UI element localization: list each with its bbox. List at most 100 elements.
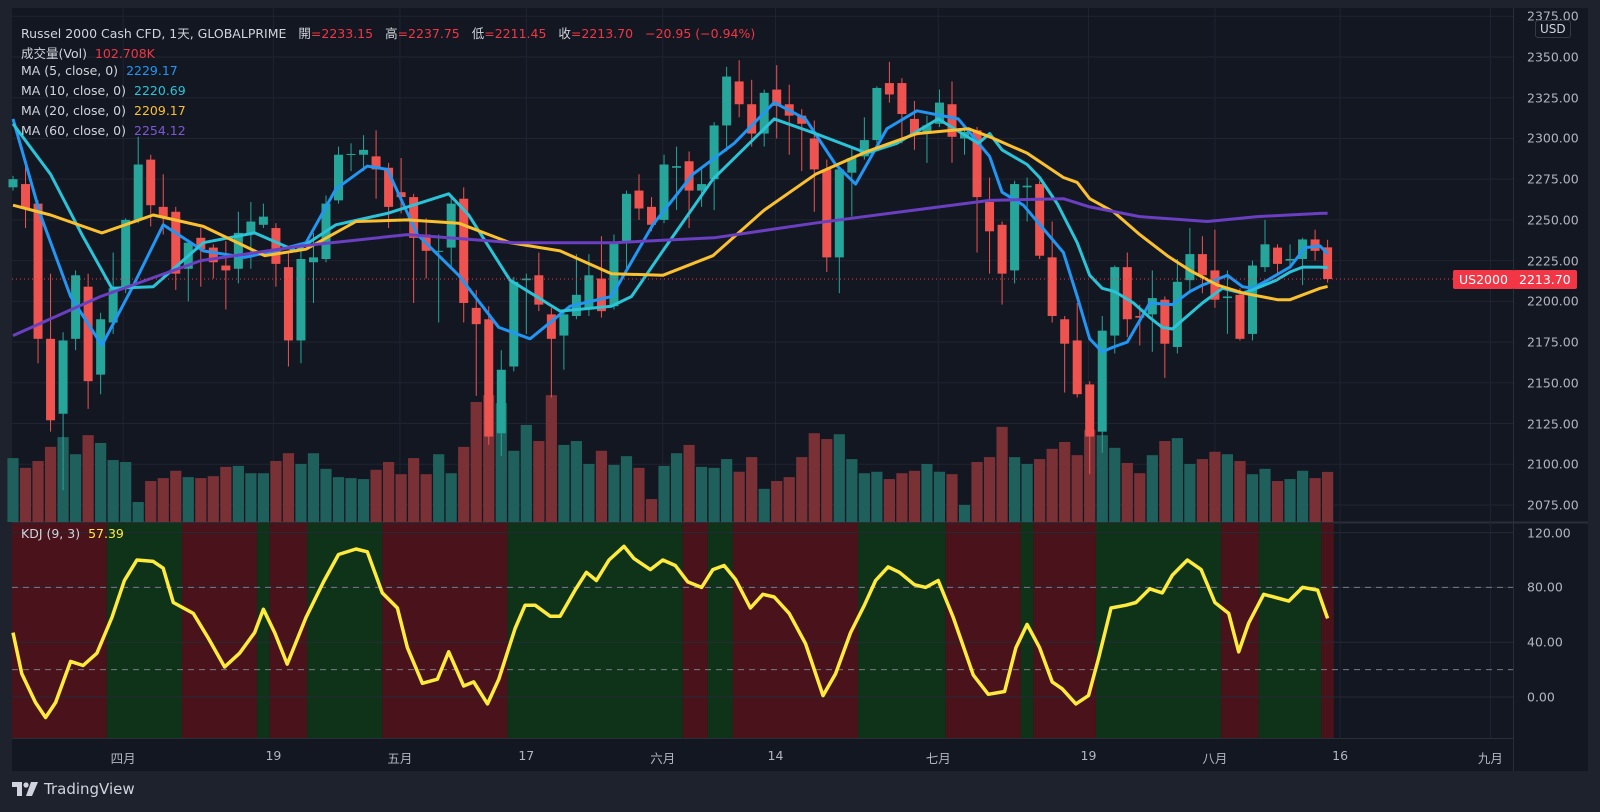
time-tick-label: 七月 xyxy=(925,751,951,766)
low-value: =2211.45 xyxy=(484,26,547,41)
kdj-band-bull xyxy=(1020,523,1034,738)
candle-body xyxy=(33,203,43,339)
price-tick-label: 2200.00 xyxy=(1527,293,1579,309)
candle xyxy=(1323,239,1333,283)
volume-bar xyxy=(1196,459,1208,522)
volume-bar xyxy=(307,453,320,522)
price-tick-label: 2300.00 xyxy=(1527,130,1579,146)
legend-kdj[interactable]: KDJ (9, 3) 57.39 xyxy=(21,526,124,541)
legend-volume[interactable]: 成交量(Vol) 102.708K xyxy=(21,43,155,62)
candle-body xyxy=(1172,281,1182,347)
currency-badge[interactable]: USD xyxy=(1535,20,1571,38)
volume-bar xyxy=(295,463,307,522)
ma20-value: 2209.17 xyxy=(134,103,186,118)
candle xyxy=(797,109,807,172)
candle xyxy=(196,228,206,287)
kdj-band-bull xyxy=(307,523,383,738)
volume-bar xyxy=(195,478,207,522)
candle xyxy=(8,175,18,191)
candle-body xyxy=(1035,184,1045,256)
candle-body xyxy=(283,267,293,341)
candle-body xyxy=(1260,244,1270,268)
volume-bar xyxy=(1322,471,1334,522)
candle-body xyxy=(809,138,819,170)
volume-bar xyxy=(821,439,833,522)
candle-body xyxy=(1060,319,1070,344)
kdj-band-bear xyxy=(1321,523,1334,738)
time-tick-label: 19 xyxy=(1080,748,1097,763)
candle xyxy=(972,127,982,253)
candle xyxy=(1222,270,1232,334)
volume-bar xyxy=(896,473,908,522)
time-tick-label: 16 xyxy=(1332,748,1349,763)
volume-bar xyxy=(1146,455,1158,522)
price-tick-label: 2075.00 xyxy=(1527,497,1579,513)
close-label: 收 xyxy=(558,26,571,41)
legend-ma20[interactable]: MA (20, close, 0) 2209.17 xyxy=(21,103,186,118)
volume-bar xyxy=(1246,474,1259,522)
candle xyxy=(33,200,43,364)
candle-body xyxy=(1097,330,1107,432)
volume-bar xyxy=(1159,441,1171,522)
candle xyxy=(834,166,844,294)
open-value: =2233.15 xyxy=(310,26,374,41)
volume-bar xyxy=(583,463,595,522)
candle-body xyxy=(697,184,707,191)
volume-bar xyxy=(696,466,708,522)
volume-bar xyxy=(771,481,783,522)
kdj-tick-label: 0.00 xyxy=(1527,689,1555,705)
candle-body xyxy=(208,247,218,263)
legend-ma5[interactable]: MA (5, close, 0) 2229.17 xyxy=(21,63,178,78)
volume-bar xyxy=(658,465,670,522)
kdj-band-bear xyxy=(12,523,107,738)
candle-body xyxy=(409,197,419,238)
volume-bar xyxy=(170,470,182,522)
candle-body xyxy=(909,118,919,136)
volume-bar xyxy=(670,453,683,522)
volume-bar xyxy=(558,444,570,522)
symbol-title[interactable]: Russel 2000 Cash CFD, 1天, GLOBALPRIME xyxy=(21,26,287,41)
candle xyxy=(509,276,519,372)
kdj-band-bull xyxy=(106,523,183,738)
candle xyxy=(1135,304,1145,346)
candle-body xyxy=(1235,294,1245,339)
volume-bar xyxy=(1021,463,1033,522)
candle xyxy=(634,174,644,220)
volume-bar xyxy=(145,481,157,522)
candle-body xyxy=(396,192,406,198)
candle-body xyxy=(1135,316,1145,318)
volume-bar xyxy=(1109,447,1121,522)
kdj-band-bull xyxy=(257,523,270,738)
legend-ma10[interactable]: MA (10, close, 0) 2220.69 xyxy=(21,83,186,98)
volume-bar xyxy=(645,499,658,522)
volume-value: 102.708K xyxy=(94,46,155,61)
candle xyxy=(1072,302,1082,398)
candle xyxy=(922,115,932,163)
candle xyxy=(1122,252,1132,338)
candle-body xyxy=(922,125,932,134)
price-tick-label: 2125.00 xyxy=(1527,416,1579,432)
volume-bar xyxy=(270,461,282,522)
candle xyxy=(1085,381,1095,475)
volume-bar xyxy=(1084,429,1096,522)
volume-bar xyxy=(1284,479,1296,522)
candle xyxy=(446,197,456,269)
price-tick-label: 2225.00 xyxy=(1527,253,1579,269)
ma10-label: MA (10, close, 0) xyxy=(21,83,127,98)
volume-bar xyxy=(182,477,194,522)
candle-body xyxy=(1160,299,1170,344)
volume-bar xyxy=(245,473,257,522)
legend-ma60[interactable]: MA (60, close, 0) 2254.12 xyxy=(21,123,186,138)
volume-bar xyxy=(921,463,933,522)
candle xyxy=(258,203,268,229)
candle xyxy=(409,193,419,303)
tradingview-logo[interactable]: TradingView xyxy=(12,780,135,798)
candle xyxy=(596,236,606,318)
candle xyxy=(183,239,193,302)
ma10-line xyxy=(11,117,1328,331)
candle xyxy=(734,60,744,118)
candle xyxy=(1260,219,1270,273)
candle-body xyxy=(434,250,444,252)
candle-body xyxy=(897,83,907,115)
